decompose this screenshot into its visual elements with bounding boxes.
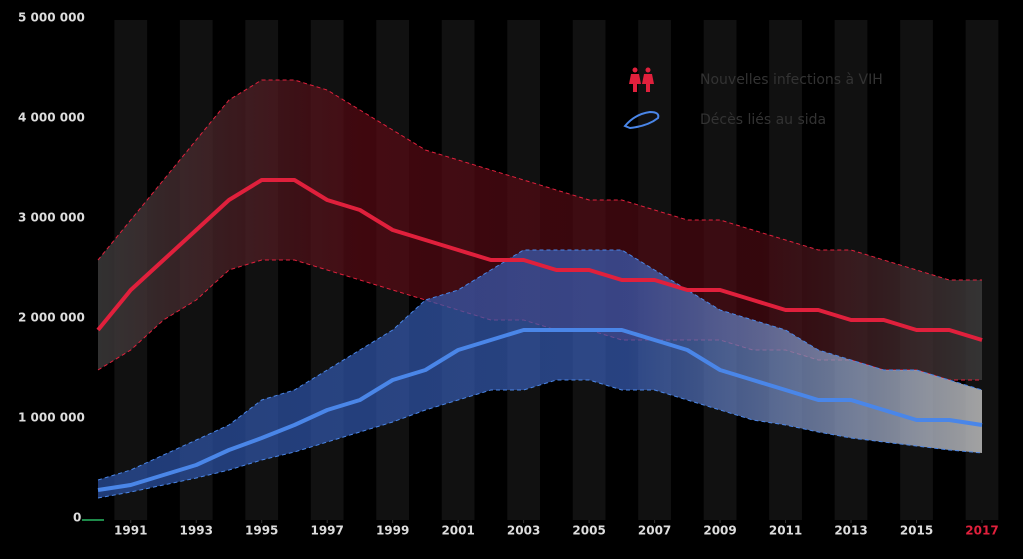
legend: Nouvelles infections à VIH Décès liés au… <box>623 67 883 130</box>
x-tick-label: 2003 <box>507 524 540 538</box>
x-tick-label: 1993 <box>180 524 213 538</box>
x-tick-label: 1997 <box>310 524 343 538</box>
y-tick-label: 4 000 000 <box>18 111 85 125</box>
band-edge <box>97 249 983 481</box>
y-tick-label: 2 000 000 <box>18 311 85 325</box>
x-tick-label: 2017 <box>965 524 998 538</box>
x-tick-label: 2007 <box>638 524 671 538</box>
band-edge <box>97 79 982 281</box>
series-line <box>97 328 983 492</box>
y-tick-label: 0 <box>73 511 81 525</box>
legend-label: Nouvelles infections à VIH <box>700 72 883 88</box>
x-tick-label: 2015 <box>900 524 933 538</box>
x-tick-label: 1991 <box>114 524 147 538</box>
y-tick-label: 5 000 000 <box>18 11 85 25</box>
uncertainty-band <box>98 80 982 380</box>
legend-icon-hand <box>623 110 660 130</box>
x-tick-label: 2013 <box>834 524 867 538</box>
x-tick-label: 2005 <box>572 524 605 538</box>
uncertainty-band <box>98 250 982 498</box>
x-tick-label: 2011 <box>769 524 802 538</box>
series-line <box>96 178 983 342</box>
band-edge <box>97 379 983 499</box>
legend-icon-women <box>629 67 654 92</box>
x-tick-label: 1999 <box>376 524 409 538</box>
x-tick-label: 2009 <box>703 524 736 538</box>
legend-label: Décès liés au sida <box>700 112 826 128</box>
x-tick-label: 2001 <box>441 524 474 538</box>
y-tick-label: 3 000 000 <box>18 211 85 225</box>
y-tick-label: 1 000 000 <box>18 411 85 425</box>
x-tick-label: 1995 <box>245 524 278 538</box>
